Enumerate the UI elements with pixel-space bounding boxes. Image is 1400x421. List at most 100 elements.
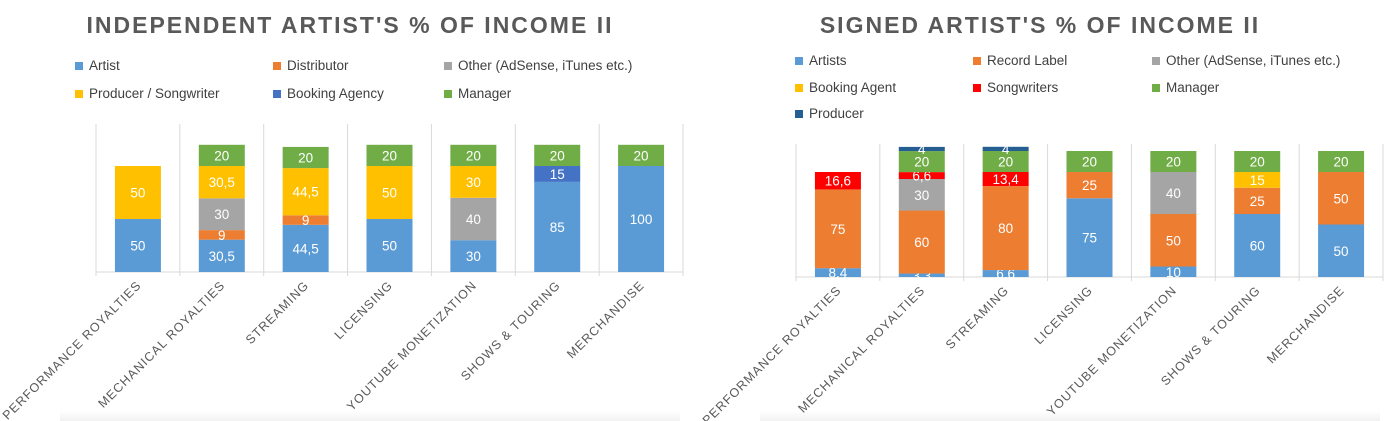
category-label: PERFORMANCE ROYALTIES [700, 283, 844, 421]
signed-artist-chart: SIGNED ARTIST'S % OF INCOME II Artists Re… [700, 0, 1400, 421]
data-label: 20 [1250, 155, 1265, 170]
data-label: 30 [466, 249, 481, 264]
bar-segment [282, 146, 329, 169]
bar-segment [898, 273, 945, 277]
bar-segment [1066, 151, 1113, 172]
data-label: 30 [914, 188, 929, 203]
data-label: 50 [1334, 191, 1349, 206]
bar-segment [198, 230, 245, 240]
legend-item: Manager [1152, 80, 1219, 95]
legend-item: Record Label [973, 53, 1067, 68]
legend-label: Manager [1166, 80, 1220, 95]
legend-item: Artist [75, 58, 120, 73]
legend-item: Producer [795, 106, 864, 121]
data-label: 60 [1250, 239, 1265, 254]
independent-artist-chart: INDEPENDENT ARTIST'S % OF INCOME II Arti… [0, 12, 684, 421]
bar-segment [534, 181, 581, 272]
chart-title: INDEPENDENT ARTIST'S % OF INCOME II [86, 12, 614, 38]
bar-segment [282, 224, 329, 272]
data-label: 44,5 [293, 185, 319, 200]
bar-segment [814, 268, 861, 277]
bar-segment [1150, 172, 1197, 214]
bar-segment [450, 240, 497, 272]
data-label: 13,4 [993, 172, 1020, 187]
data-label: 100 [630, 212, 653, 227]
bar-segment [198, 239, 245, 272]
legend-item: Booking Agency [273, 86, 384, 101]
legend-swatch [1152, 83, 1160, 92]
data-label: 50 [382, 186, 397, 201]
bar-segment [450, 197, 497, 241]
data-label: 25 [1082, 178, 1097, 193]
data-label: 60 [914, 235, 929, 250]
legend-label: Booking Agency [287, 86, 384, 101]
legend-item: Distributor [273, 58, 349, 73]
data-label: 50 [130, 186, 145, 201]
category-label: LICENSING [1032, 283, 1096, 347]
bar-segment [198, 198, 245, 231]
data-label: 15 [550, 167, 565, 182]
legend-swatch [75, 61, 83, 70]
data-label: 20 [1166, 155, 1181, 170]
legend-label: Artist [89, 58, 120, 73]
data-label: 6,6 [996, 267, 1015, 282]
data-label: 20 [214, 148, 229, 163]
bar-segment [618, 166, 665, 272]
bar-segment [898, 172, 945, 180]
data-label: 20 [914, 155, 929, 170]
legend-label: Record Label [987, 53, 1068, 68]
bar-segment [618, 144, 665, 166]
legend-label: Producer / Songwriter [89, 86, 220, 101]
data-label: 10 [1166, 265, 1181, 280]
data-label: 20 [1082, 155, 1097, 170]
legend-item: Songwriters [973, 80, 1058, 95]
data-label: 44,5 [293, 241, 319, 256]
data-label: 16,6 [825, 174, 851, 189]
legend-swatch [973, 56, 981, 65]
bar-segment [814, 189, 861, 269]
data-label: 6,6 [912, 169, 931, 184]
legend-label: Manager [458, 86, 512, 101]
legend-swatch [444, 89, 452, 98]
bar-segment [1234, 214, 1281, 277]
data-label: 40 [1166, 186, 1181, 201]
bar-segment [282, 215, 329, 225]
category-label: MERCHANDISE [564, 278, 647, 361]
data-label: 4 [1002, 142, 1010, 157]
bar-segment [982, 270, 1029, 277]
data-label: 15 [1250, 173, 1265, 188]
category-label: STREAMING [943, 283, 1012, 352]
data-label: 50 [1334, 244, 1349, 259]
legend-item: Other (AdSense, iTunes etc.) [444, 58, 632, 73]
legend-label: Booking Agent [809, 80, 897, 95]
data-label: 4 [918, 142, 926, 157]
category-label: MERCHANDISE [1264, 283, 1347, 366]
bar-chart-plot: 50 50 PERFORMANCE ROYALTIES 30,5 9 30 30,5 20 ME… [0, 124, 684, 421]
bar-segment [366, 144, 413, 166]
bar-segment [198, 166, 245, 199]
bar-segment [982, 151, 1029, 172]
data-label: 85 [550, 220, 565, 235]
legend-label: Distributor [287, 58, 349, 73]
bar-segment [898, 179, 945, 211]
legend-swatch [273, 61, 281, 70]
bar-segment [982, 172, 1029, 187]
category-label: LICENSING [332, 278, 396, 342]
bar-segment [1234, 187, 1281, 214]
bar-segment [982, 186, 1029, 271]
category-label: PERFORMANCE ROYALTIES [0, 278, 144, 421]
legend-swatch [1152, 56, 1160, 65]
legend-label: Producer [809, 106, 864, 121]
bar-segment [1318, 224, 1365, 277]
data-label: 80 [998, 221, 1013, 236]
bar-segment [982, 146, 1029, 151]
legend-swatch [795, 56, 803, 65]
data-label: 50 [130, 239, 145, 254]
bar-segment [1234, 172, 1281, 188]
bar-segment [1066, 172, 1113, 199]
legend-swatch [273, 89, 281, 98]
bar-segment [1150, 151, 1197, 172]
data-label: 25 [1250, 194, 1265, 209]
bar-segment [450, 144, 497, 166]
